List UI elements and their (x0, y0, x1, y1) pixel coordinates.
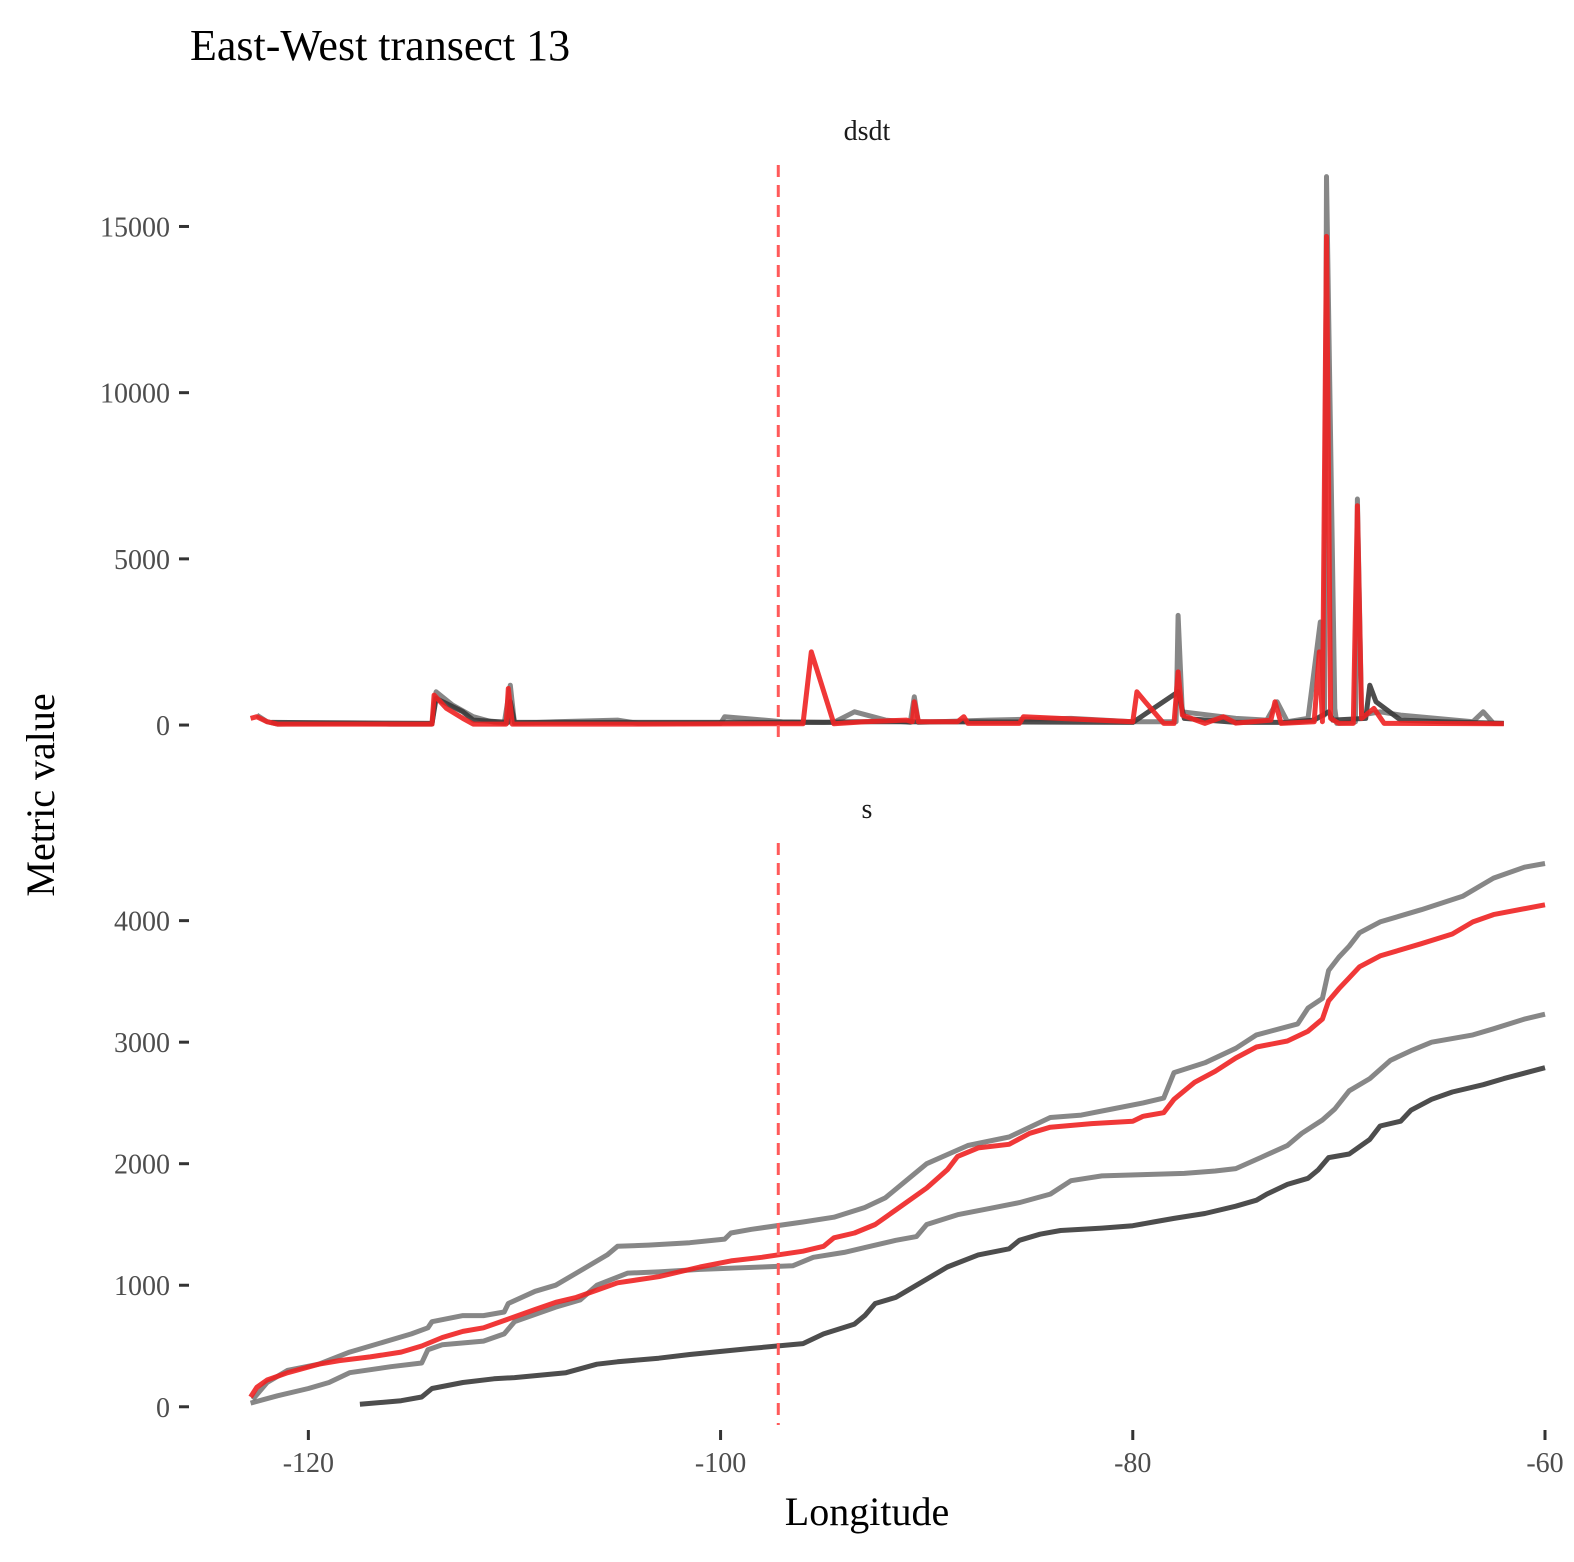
chart-title: East-West transect 13 (190, 21, 570, 70)
y-tick-label: 4000 (114, 907, 170, 938)
y-tick-label: 1000 (114, 1271, 170, 1302)
series-line (248, 902, 1546, 1399)
series-line (271, 682, 1504, 726)
y-axis: 0 1000 2000 3000 4000 (114, 907, 189, 1424)
y-tick-label: 15000 (100, 212, 170, 243)
y-tick-label: 0 (156, 711, 170, 742)
plot-lines (248, 861, 1546, 1407)
series-line (359, 1065, 1546, 1407)
panel-s: s 0 1000 2000 3000 4000 (114, 794, 1546, 1425)
y-tick-label: 5000 (114, 545, 170, 576)
x-tick-label: -60 (1526, 1448, 1563, 1479)
x-tick-label: -80 (1114, 1448, 1151, 1479)
y-axis-title: Metric value (18, 693, 63, 896)
y-axis: 0 5000 10000 15000 (100, 212, 189, 742)
panel-dsdt: dsdt 0 5000 10000 15000 (100, 116, 1504, 745)
series-line (255, 174, 1504, 727)
plot-lines (249, 174, 1504, 727)
x-axis: -120 -100 -80 -60 (283, 1430, 1564, 1479)
y-tick-label: 10000 (100, 379, 170, 410)
x-tick-label: -100 (695, 1448, 746, 1479)
y-tick-label: 3000 (114, 1028, 170, 1059)
series-line (249, 233, 1504, 727)
series-line (250, 861, 1546, 1402)
y-tick-label: 0 (156, 1393, 170, 1424)
y-tick-label: 2000 (114, 1150, 170, 1181)
x-axis-title: Longitude (785, 1489, 949, 1534)
series-line (249, 1011, 1546, 1406)
panel-strip-label: dsdt (844, 116, 891, 147)
panel-strip-label: s (862, 794, 873, 825)
x-tick-label: -120 (283, 1448, 334, 1479)
